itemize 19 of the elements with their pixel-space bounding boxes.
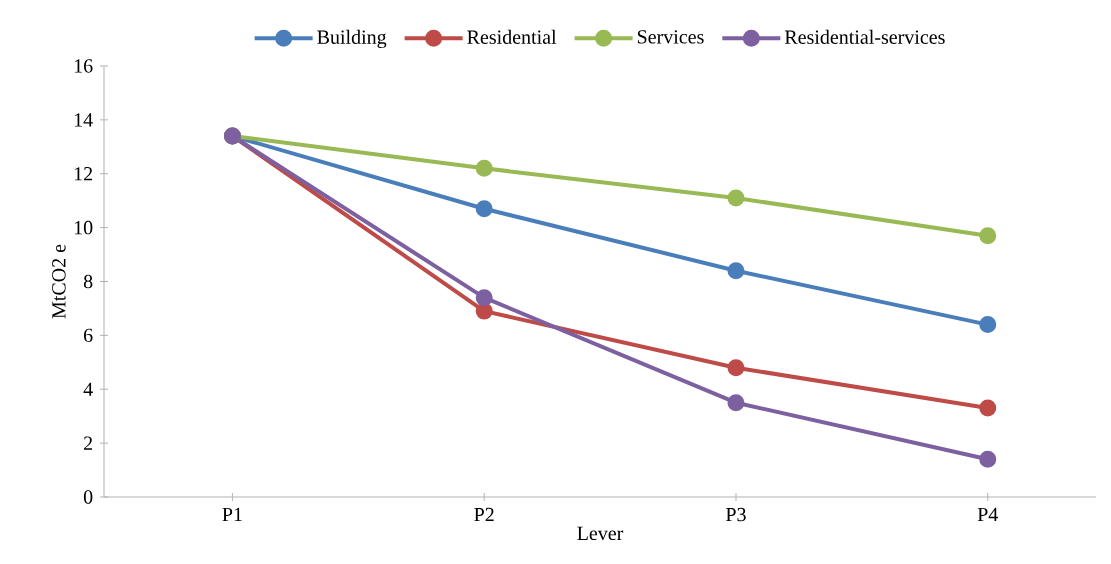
y-tick-label: 8: [83, 274, 93, 289]
y-tick-label: 16: [74, 59, 93, 73]
y-tick-label: 12: [74, 167, 93, 181]
legend-label: Services: [637, 30, 704, 44]
y-axis-title: MtCO2 e: [52, 244, 66, 319]
y-tick-label: 10: [74, 220, 93, 235]
x-axis-title: Lever: [577, 526, 624, 541]
x-tick-label: P4: [977, 507, 998, 522]
x-tick-label: P1: [222, 507, 242, 522]
y-tick-label: 2: [84, 436, 93, 450]
legend-label: Residential-services: [784, 29, 945, 44]
y-tick-label: 0: [83, 490, 93, 504]
legend-label: Residential: [467, 29, 557, 44]
y-tick-label: 4: [83, 382, 93, 396]
y-tick-label: 14: [74, 113, 93, 127]
x-tick-label: P3: [725, 507, 746, 522]
y-tick-label: 6: [84, 328, 93, 343]
legend-label: Building: [317, 29, 387, 49]
x-tick-label: P2: [474, 507, 494, 522]
